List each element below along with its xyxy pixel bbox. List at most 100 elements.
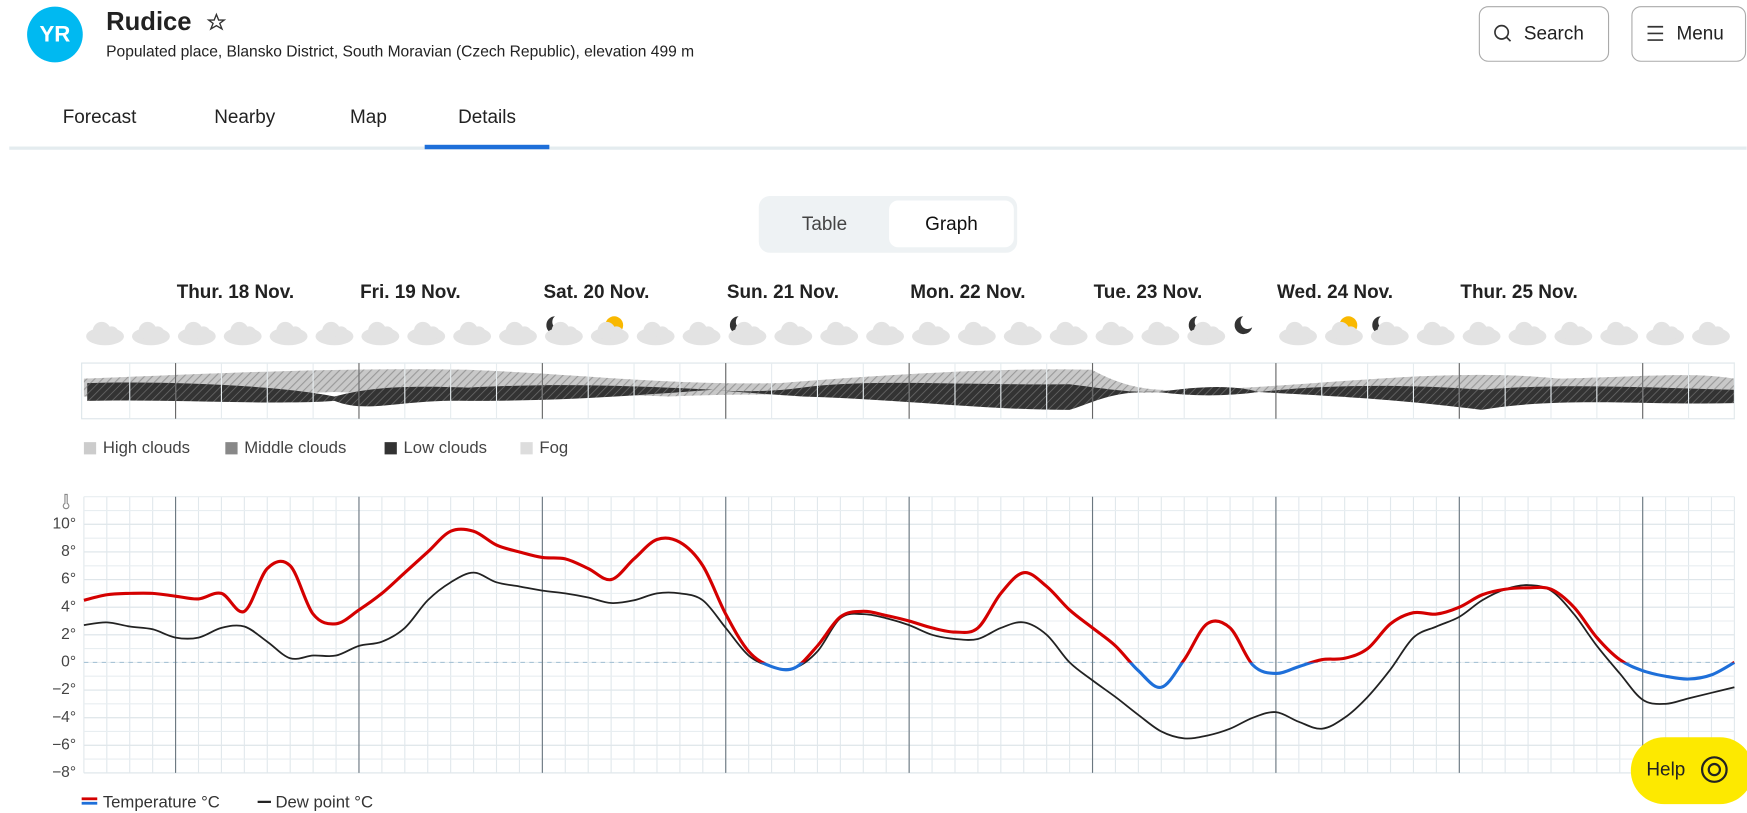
y-tick-label: −2°	[52, 681, 76, 698]
y-tick-label: 10°	[53, 515, 77, 532]
cloud	[196, 326, 211, 340]
tab[interactable]: Details	[458, 107, 516, 128]
place-title: Rudice	[106, 8, 191, 36]
menu-box	[1631, 6, 1747, 62]
weather-icon	[728, 316, 767, 346]
cloud	[1481, 326, 1495, 340]
toggle-item[interactable]: Graph	[925, 214, 978, 235]
weather-icon	[1692, 321, 1730, 346]
day-label: Thur. 25 Nov.	[1460, 282, 1577, 303]
y-tick-label: −6°	[52, 736, 76, 753]
cloud	[334, 326, 348, 340]
menu-label: Menu	[1676, 24, 1723, 45]
weather-icon	[1141, 321, 1180, 346]
day-label: Mon. 22 Nov.	[910, 282, 1025, 303]
weather-icon	[223, 321, 262, 346]
cloud	[839, 326, 853, 340]
cloud-legend-label: High clouds	[103, 438, 190, 457]
weather-icon	[499, 321, 537, 346]
cloud-legend-swatch	[384, 442, 397, 455]
weather-icon	[1234, 316, 1253, 335]
logo-text: YR	[39, 22, 70, 47]
active-tab-indicator	[424, 144, 550, 150]
weather-icon	[1600, 321, 1639, 346]
cloud	[609, 326, 624, 340]
favorite-star[interactable]	[206, 12, 227, 31]
weather-icon	[407, 321, 446, 346]
weather-icon	[1462, 321, 1501, 346]
weather-icon	[1508, 321, 1547, 346]
day-label: Sun. 21 Nov.	[727, 282, 839, 303]
menu-icon	[1647, 25, 1664, 41]
weather-icon	[636, 321, 675, 346]
cloud	[1298, 326, 1312, 340]
search-box	[1478, 6, 1610, 62]
weather-icon	[177, 321, 216, 346]
logo-circle	[27, 6, 83, 63]
y-tick-label: 6°	[61, 571, 76, 588]
cloud	[1665, 326, 1679, 340]
y-tick-label: −8°	[52, 764, 76, 781]
day-label: Sat. 20 Nov.	[543, 282, 649, 303]
y-tick-label: 2°	[61, 626, 76, 643]
weather-icon	[1370, 316, 1409, 346]
cloud	[105, 326, 119, 340]
y-tick-label: 8°	[61, 543, 76, 560]
cloud	[1068, 326, 1082, 340]
weather-icon	[1416, 321, 1455, 346]
cloud	[1206, 326, 1220, 340]
cloud-legend-swatch	[520, 442, 533, 455]
cloud-legend-label: Middle clouds	[244, 438, 346, 457]
help-button[interactable]: Help	[1630, 737, 1747, 805]
cloud	[518, 326, 532, 340]
y-tick-label: 4°	[61, 598, 76, 615]
cloud	[1022, 326, 1037, 340]
search-icon	[1505, 36, 1512, 42]
moon	[1234, 316, 1253, 335]
weather-icon	[820, 321, 859, 346]
cloud	[472, 326, 486, 340]
weather-icon	[86, 321, 124, 346]
cloud-legend-swatch	[83, 442, 97, 455]
weather-icon	[131, 321, 170, 346]
cloud	[1160, 326, 1174, 340]
help-icon	[1707, 762, 1722, 777]
weather-icon	[453, 321, 492, 346]
day-label: Tue. 23 Nov.	[1094, 282, 1203, 303]
tabs: Forecast Nearby Map Details	[63, 107, 550, 150]
weather-icon	[957, 321, 996, 346]
weather-icon	[1324, 316, 1363, 346]
legend-swatch	[257, 800, 271, 803]
tab[interactable]: Forecast	[63, 107, 137, 128]
dew-point-line	[83, 571, 1735, 740]
weather-icon	[590, 316, 629, 346]
cloud	[380, 326, 394, 340]
thermometer-icon	[62, 493, 70, 510]
menu-button[interactable]: Menu	[1631, 6, 1747, 62]
place-subtitle: Populated place, Blansko District, South…	[106, 43, 694, 60]
cloud	[1619, 326, 1633, 340]
cloud	[793, 326, 807, 340]
y-tick-label: 0°	[61, 654, 76, 671]
weather-icons	[86, 316, 1730, 346]
search-icon	[1494, 24, 1510, 40]
weather-icon	[544, 316, 583, 346]
chart-legend: Temperature °C Dew point °C	[81, 792, 373, 811]
legend-swatch	[81, 797, 98, 801]
weather-icon	[1049, 321, 1088, 346]
legend-label: Dew point °C	[275, 792, 373, 811]
cloud	[242, 326, 257, 340]
logo[interactable]: YR	[27, 6, 83, 63]
cloud	[426, 326, 440, 340]
day-label: Thur. 18 Nov.	[177, 282, 294, 303]
cloud	[655, 326, 670, 340]
tab[interactable]: Nearby	[214, 107, 276, 128]
toggle-items: Table Graph	[802, 200, 1014, 248]
search-button[interactable]: Search	[1478, 6, 1610, 62]
temperature-line	[83, 527, 1736, 689]
cloud	[1389, 326, 1404, 340]
tab[interactable]: Map	[350, 107, 387, 128]
toggle-item[interactable]: Table	[802, 214, 847, 235]
